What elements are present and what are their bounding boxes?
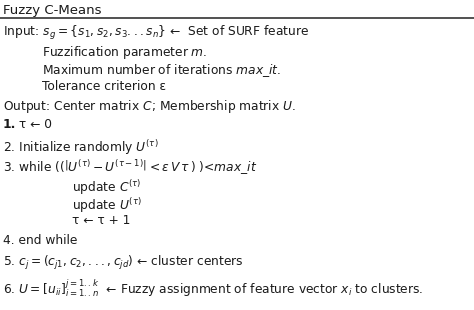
Text: 3. while $((\left|U^{(\tau)} - U^{(\tau-1)}\right| < \varepsilon\, V\, \tau\, )$: 3. while $((\left|U^{(\tau)} - U^{(\tau-…: [3, 158, 257, 177]
Text: τ ← 0: τ ← 0: [15, 118, 52, 131]
Text: Output: Center matrix $C$; Membership matrix $U$.: Output: Center matrix $C$; Membership ma…: [3, 98, 296, 115]
Text: Tolerance criterion ε: Tolerance criterion ε: [42, 80, 166, 93]
Text: update $C^{(\tau)}$: update $C^{(\tau)}$: [72, 178, 142, 197]
Text: 1.: 1.: [3, 118, 17, 131]
Text: Fuzzification parameter $m$.: Fuzzification parameter $m$.: [42, 44, 208, 61]
Text: Fuzzy C-Means: Fuzzy C-Means: [3, 4, 101, 17]
Text: 6. $U$$=$$\left[u_{ii}\right]_{i=1..n}^{j=1..k}$  ← Fuzzy assignment of feature : 6. $U$$=$$\left[u_{ii}\right]_{i=1..n}^{…: [3, 277, 423, 299]
Text: 4. end while: 4. end while: [3, 234, 77, 247]
Text: 2. Initialize randomly $U^{(\tau)}$: 2. Initialize randomly $U^{(\tau)}$: [3, 138, 159, 157]
Text: τ ← τ + 1: τ ← τ + 1: [72, 214, 130, 227]
Text: Maximum number of iterations $max\_it$.: Maximum number of iterations $max\_it$.: [42, 62, 281, 79]
Text: update $U^{(\tau)}$: update $U^{(\tau)}$: [72, 196, 142, 215]
Text: Input: $s_g = \{s_1,s_2,s_3 ... s_n\}$ ←  Set of SURF feature: Input: $s_g = \{s_1,s_2,s_3 ... s_n\}$ ←…: [3, 24, 309, 42]
Text: 5. $c_j = (c_{j1},c_2,...,c_{jd})$ ← cluster centers: 5. $c_j = (c_{j1},c_2,...,c_{jd})$ ← clu…: [3, 254, 244, 272]
